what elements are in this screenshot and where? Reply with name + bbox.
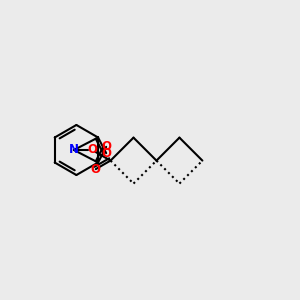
Text: N: N	[69, 143, 79, 157]
Text: O: O	[87, 143, 97, 157]
Text: O: O	[101, 140, 111, 153]
Text: O: O	[101, 147, 111, 160]
Text: O: O	[91, 163, 101, 176]
